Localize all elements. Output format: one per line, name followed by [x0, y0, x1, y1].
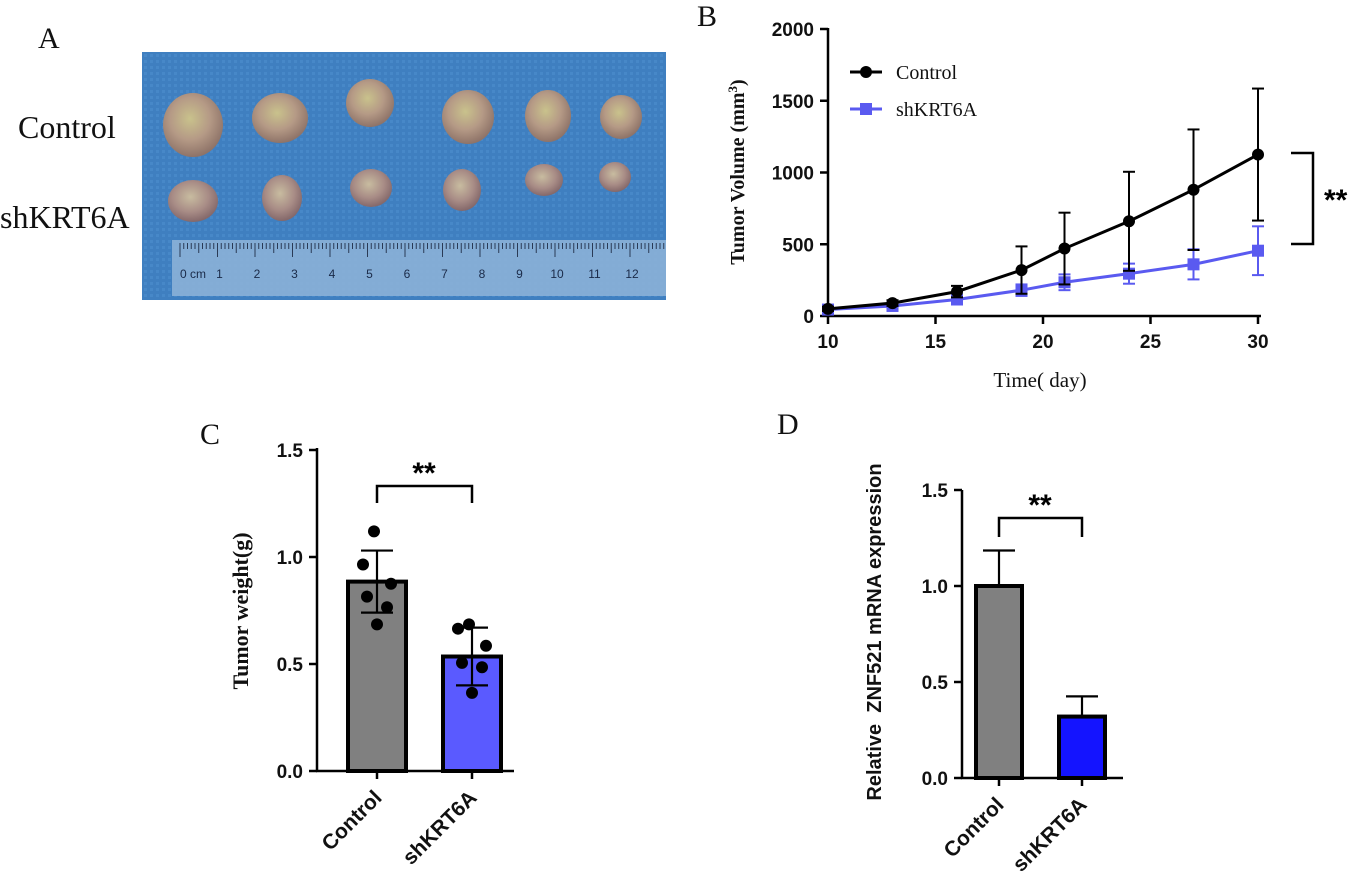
b-point-control	[951, 285, 963, 298]
ruler-number: 10	[550, 267, 564, 281]
row-label-shkrt6a: shKRT6A	[0, 199, 130, 235]
panel-d-letter: D	[777, 410, 799, 441]
b-point-control	[1058, 242, 1071, 255]
legend-label-control: Control	[896, 62, 958, 84]
d-y-tick-label: 0.5	[922, 673, 949, 694]
c-point-control	[357, 558, 369, 571]
ruler-number: 5	[366, 267, 373, 281]
b-y-tick-label: 2000	[772, 20, 814, 41]
c-y-tick-label: 0.5	[277, 655, 304, 676]
b-point-shkrt6a	[1252, 244, 1264, 257]
legend-marker-control	[860, 66, 872, 78]
c-point-shkrt6a	[452, 622, 464, 635]
c-point-shkrt6a	[466, 686, 478, 699]
b-significance-stars: **	[1324, 184, 1348, 217]
d-y-tick-label: 1.0	[922, 577, 948, 598]
b-point-control	[1123, 215, 1135, 228]
c-significance-bracket	[375, 484, 474, 503]
ruler-number: 11	[588, 267, 601, 281]
legend-marker-shkrt6a	[860, 103, 872, 115]
panel-b-chart: B 0 500 1000 1500 2000 10 15 20 25 30 Tumor Volum…	[697, 0, 1348, 392]
c-y-axis-label: Tumor weight(g)	[228, 532, 253, 689]
b-y-axis-label: Tumor Volume (mm3)	[725, 79, 750, 264]
ruler-number: 0 cm	[180, 267, 206, 281]
b-point-control	[822, 302, 834, 315]
b-point-shkrt6a	[1187, 258, 1200, 271]
ruler-number: 7	[441, 267, 448, 281]
b-x-tick-label: 30	[1247, 332, 1268, 353]
c-significance-stars: **	[412, 457, 436, 490]
b-x-tick-label: 25	[1140, 332, 1162, 353]
d-y-tick-label: 1.5	[922, 481, 949, 502]
b-x-axis-label: Time( day)	[993, 368, 1086, 392]
d-y-tick-label: 0.0	[922, 769, 948, 790]
c-x-tick-label-control: Control	[317, 786, 386, 855]
ruler: 0 cm 1 2 3 4 5 6 7 8 9 10 11 12	[172, 240, 666, 296]
legend-label-shkrt6a: shKRT6A	[896, 99, 978, 121]
c-point-control	[381, 601, 393, 614]
b-y-tick-label: 1000	[772, 164, 814, 185]
panel-a-letter: A	[38, 22, 60, 55]
shkrt6a-tumors	[168, 162, 631, 222]
b-line-control	[827, 153, 1259, 311]
c-point-control	[368, 525, 380, 538]
c-x-tick-label-shkrt6a: shKRT6A	[398, 786, 481, 869]
panel-c-letter: C	[200, 418, 220, 451]
row-label-control: Control	[18, 109, 116, 145]
c-y-tick-label: 0.0	[277, 762, 303, 783]
b-significance-bracket	[1291, 151, 1315, 246]
b-point-control	[1015, 264, 1028, 277]
b-point-control	[886, 297, 899, 310]
b-x-tick-label: 20	[1032, 332, 1053, 353]
b-point-control	[1252, 148, 1264, 161]
control-tumors	[163, 79, 642, 157]
b-y-tick-label: 500	[782, 235, 814, 256]
b-line-shkrt6a	[827, 249, 1259, 312]
c-y-tick-label: 1.5	[277, 441, 304, 462]
ruler-number: 6	[404, 267, 411, 281]
panel-b-letter: B	[697, 0, 717, 33]
d-bar-shkrt6a	[1057, 714, 1107, 780]
panel-d-chart: D 0.0 0.5 1.0 1.5 Control shKRT6A Relative ZN…	[777, 410, 1123, 876]
ruler-number: 12	[625, 267, 639, 281]
ruler-number: 3	[291, 267, 298, 281]
ruler-number: 1	[216, 267, 223, 281]
b-legend: Control shKRT6A	[850, 62, 978, 121]
c-point-shkrt6a	[476, 661, 488, 674]
ruler-number: 2	[254, 267, 261, 281]
ruler-number: 4	[329, 267, 336, 281]
c-point-control	[371, 618, 383, 631]
b-x-tick-label: 15	[925, 332, 947, 353]
c-point-control	[361, 590, 373, 603]
c-point-shkrt6a	[456, 656, 468, 669]
panel-c-chart: C 0.0 0.5 1.0 1.5 Control shKRT6A Tumor weigh…	[200, 418, 514, 869]
c-point-control	[385, 577, 397, 590]
d-bar-control	[974, 584, 1024, 780]
d-significance-bracket	[997, 516, 1084, 537]
ruler-number: 8	[479, 267, 486, 281]
b-point-control	[1187, 183, 1200, 196]
b-y-tick-label: 1500	[772, 92, 814, 113]
ruler-number: 9	[516, 267, 523, 281]
d-y-axis-label: Relative ZNF521 mRNA expression	[864, 463, 886, 800]
c-point-shkrt6a	[463, 618, 475, 631]
d-x-tick-label-control: Control	[939, 793, 1008, 862]
panel-a-photo-figure: A 0 cm 1 2 3 4 5 6 7 8	[0, 22, 666, 300]
c-point-shkrt6a	[480, 639, 492, 652]
c-y-tick-label: 1.0	[277, 548, 303, 569]
b-y-tick-label: 0	[803, 307, 814, 328]
d-x-tick-label-shkrt6a: shKRT6A	[1008, 793, 1091, 876]
d-significance-stars: **	[1028, 489, 1052, 522]
b-x-tick-label: 10	[817, 332, 838, 353]
